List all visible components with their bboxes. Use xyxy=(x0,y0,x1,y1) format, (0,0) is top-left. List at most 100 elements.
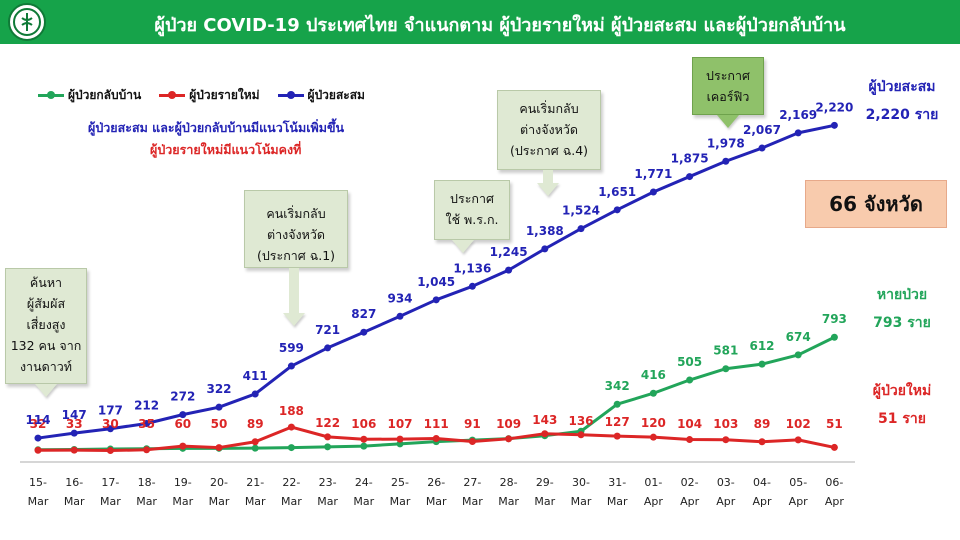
data-point-new-cases xyxy=(541,430,549,438)
x-tick-label: Mar xyxy=(28,495,49,508)
x-tick-label: 16- xyxy=(65,476,83,489)
callout-arrow-stem xyxy=(289,268,299,314)
x-tick-label: Mar xyxy=(607,495,628,508)
callout-text: คนเริ่มกลับ xyxy=(266,206,326,221)
x-tick-label: Mar xyxy=(136,495,157,508)
x-tick-label: 22- xyxy=(282,476,300,489)
data-label-cumulative: 827 xyxy=(351,307,376,321)
data-label-new-cases: 120 xyxy=(641,416,666,430)
callout-text: ต่างจังหวัด xyxy=(266,227,326,242)
legend-item-new: ผู้ป่วยรายใหม่ xyxy=(159,86,260,105)
cumulative-value: 2,220 ราย xyxy=(865,107,939,123)
data-point-new-cases xyxy=(34,446,42,454)
data-point-recovered xyxy=(758,360,766,368)
callout-emergency-decree: ประกาศ ใช้ พ.ร.ก. xyxy=(434,180,510,240)
data-point-recovered xyxy=(649,389,657,397)
data-point-cumulative xyxy=(70,429,78,437)
x-tick-label: 06- xyxy=(825,476,843,489)
data-label-new-cases: 50 xyxy=(211,417,228,431)
data-point-cumulative xyxy=(758,144,766,152)
data-label-cumulative: 2,169 xyxy=(779,108,817,122)
data-point-new-cases xyxy=(613,432,621,440)
callout-arrow xyxy=(717,115,739,128)
data-point-cumulative xyxy=(106,425,114,433)
callout-text: เคอร์ฟิว xyxy=(706,89,750,104)
callout-arrow xyxy=(35,384,57,397)
data-point-new-cases xyxy=(649,433,657,441)
data-label-recovered: 581 xyxy=(713,344,738,358)
callout-text: ต่างจังหวัด xyxy=(519,122,579,137)
data-point-recovered xyxy=(360,442,368,450)
data-point-new-cases xyxy=(577,431,585,439)
data-point-cumulative xyxy=(830,121,838,129)
data-label-cumulative: 1,524 xyxy=(562,204,600,218)
data-point-new-cases xyxy=(287,423,295,431)
data-point-new-cases xyxy=(70,446,78,454)
x-tick-label: 04- xyxy=(753,476,771,489)
x-tick-label: 01- xyxy=(644,476,662,489)
data-point-cumulative xyxy=(722,157,730,165)
data-label-cumulative: 934 xyxy=(387,291,412,305)
callout-text: ใช้ พ.ร.ก. xyxy=(445,212,499,227)
x-tick-label: Mar xyxy=(245,495,266,508)
data-point-cumulative xyxy=(577,225,585,233)
ministry-logo-icon xyxy=(8,3,46,41)
data-label-cumulative: 411 xyxy=(243,369,268,383)
data-label-cumulative: 1,771 xyxy=(634,167,672,181)
legend-swatch-green xyxy=(38,91,64,99)
x-tick-label: 18- xyxy=(138,476,156,489)
x-tick-label: Mar xyxy=(571,495,592,508)
data-label-new-cases: 32 xyxy=(30,417,47,431)
new-cases-title: ผู้ป่วยใหม่ xyxy=(872,383,932,399)
data-point-cumulative xyxy=(396,312,404,320)
x-tick-label: Mar xyxy=(390,495,411,508)
callout-text: ค้นหา xyxy=(29,275,63,290)
data-label-cumulative: 1,245 xyxy=(490,245,528,259)
new-cases-value: 51 ราย xyxy=(878,411,926,427)
data-label-recovered: 793 xyxy=(822,312,847,326)
data-label-new-cases: 107 xyxy=(387,417,412,431)
callout-contact-tracing: ค้นหา ผู้สัมผัส เสี่ยงสูง 132 คน จาก งาน… xyxy=(5,268,87,384)
data-point-new-cases xyxy=(251,438,259,446)
x-tick-label: 27- xyxy=(463,476,481,489)
x-tick-label: Mar xyxy=(172,495,193,508)
data-point-cumulative xyxy=(432,296,440,304)
x-tick-label: Mar xyxy=(281,495,302,508)
data-point-cumulative xyxy=(324,344,332,352)
x-tick-label: Apr xyxy=(825,495,845,508)
x-tick-label: Mar xyxy=(100,495,121,508)
x-tick-label: 24- xyxy=(355,476,373,489)
data-point-cumulative xyxy=(34,434,42,442)
x-tick-label: 31- xyxy=(608,476,626,489)
callout-arrow xyxy=(537,183,559,196)
trend-note-new: ผู้ป่วยรายใหม่มีแนวโน้มคงที่ xyxy=(150,142,302,157)
data-point-cumulative xyxy=(649,188,657,196)
x-tick-label: 29- xyxy=(536,476,554,489)
provinces-badge: 66 จังหวัด xyxy=(805,180,947,228)
data-label-new-cases: 106 xyxy=(351,417,376,431)
x-tick-label: Apr xyxy=(752,495,772,508)
data-label-new-cases: 104 xyxy=(677,417,702,431)
data-label-new-cases: 89 xyxy=(247,417,264,431)
data-label-new-cases: 111 xyxy=(424,417,449,431)
data-point-new-cases xyxy=(722,436,730,444)
data-label-cumulative: 114 xyxy=(25,413,50,427)
callout-curfew: ประกาศ เคอร์ฟิว xyxy=(692,57,764,115)
data-label-recovered: 416 xyxy=(641,368,666,382)
data-label-new-cases: 103 xyxy=(713,417,738,431)
x-tick-label: 20- xyxy=(210,476,228,489)
x-tick-label: Mar xyxy=(64,495,85,508)
legend-item-cumulative: ผู้ป่วยสะสม xyxy=(277,86,365,105)
data-label-new-cases: 33 xyxy=(66,417,83,431)
callout-arrow-stem xyxy=(543,170,553,184)
data-label-new-cases: 102 xyxy=(786,417,811,431)
data-point-new-cases xyxy=(360,435,368,443)
data-point-new-cases xyxy=(758,438,766,446)
callout-text: คนเริ่มกลับ xyxy=(519,101,579,116)
legend-label-cumulative: ผู้ป่วยสะสม xyxy=(307,88,365,102)
page-title: ผู้ป่วย COVID-19 ประเทศไทย จำแนกตาม ผู้ป… xyxy=(154,15,846,36)
data-point-recovered xyxy=(686,376,694,384)
x-tick-label: Mar xyxy=(317,495,338,508)
data-label-cumulative: 2,067 xyxy=(743,123,781,137)
data-label-cumulative: 1,045 xyxy=(417,275,455,289)
